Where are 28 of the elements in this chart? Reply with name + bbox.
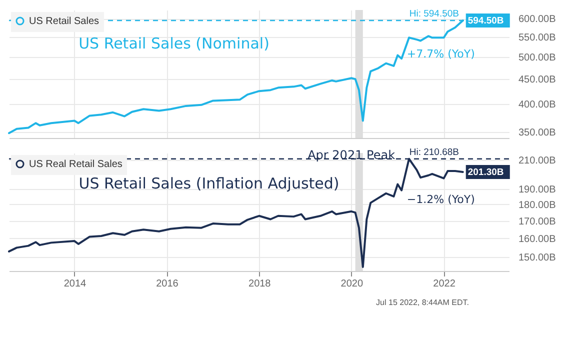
annotation: −1.2% (YoY) (406, 193, 475, 206)
data-label: 201.30B (468, 167, 504, 178)
y-tick-label: 180.00B (518, 200, 556, 211)
y-tick-label: 210.00B (518, 155, 556, 166)
ref-line-label: Hi: 210.68B (409, 146, 459, 158)
y-tick-label: 350.00B (518, 127, 556, 138)
legend-label: US Real Retail Sales (29, 159, 122, 170)
x-tick-label: 2016 (156, 278, 179, 290)
y-tick-label: 500.00B (518, 52, 556, 64)
annotation: US Retail Sales (Nominal) (78, 34, 270, 52)
y-tick-label: 190.00B (518, 184, 556, 196)
legend-label: US Retail Sales (29, 16, 100, 27)
y-tick-label: 550.00B (518, 32, 556, 44)
x-tick-label: 2018 (248, 278, 272, 290)
x-tick-label: 2014 (64, 278, 87, 290)
y-tick-label: 600.00B (518, 14, 556, 26)
x-tick-label: 2020 (340, 278, 364, 290)
y-tick-label: 400.00B (518, 99, 556, 110)
y-tick-label: 170.00B (518, 216, 556, 228)
ref-line-label: Hi: 594.50B (409, 8, 459, 20)
y-tick-label: 150.00B (518, 252, 556, 264)
annotation: US Retail Sales (Inflation Adjusted) (78, 174, 340, 193)
y-tick-label: 450.00B (518, 74, 556, 86)
annotation: +7.7% (YoY) (406, 48, 475, 61)
data-label: 594.50B (468, 16, 504, 27)
text: Jul 15 2022, 8:44AM EDT. (376, 298, 469, 307)
y-tick-label: 160.00B (518, 234, 556, 245)
x-tick-label: 2022 (433, 278, 456, 290)
